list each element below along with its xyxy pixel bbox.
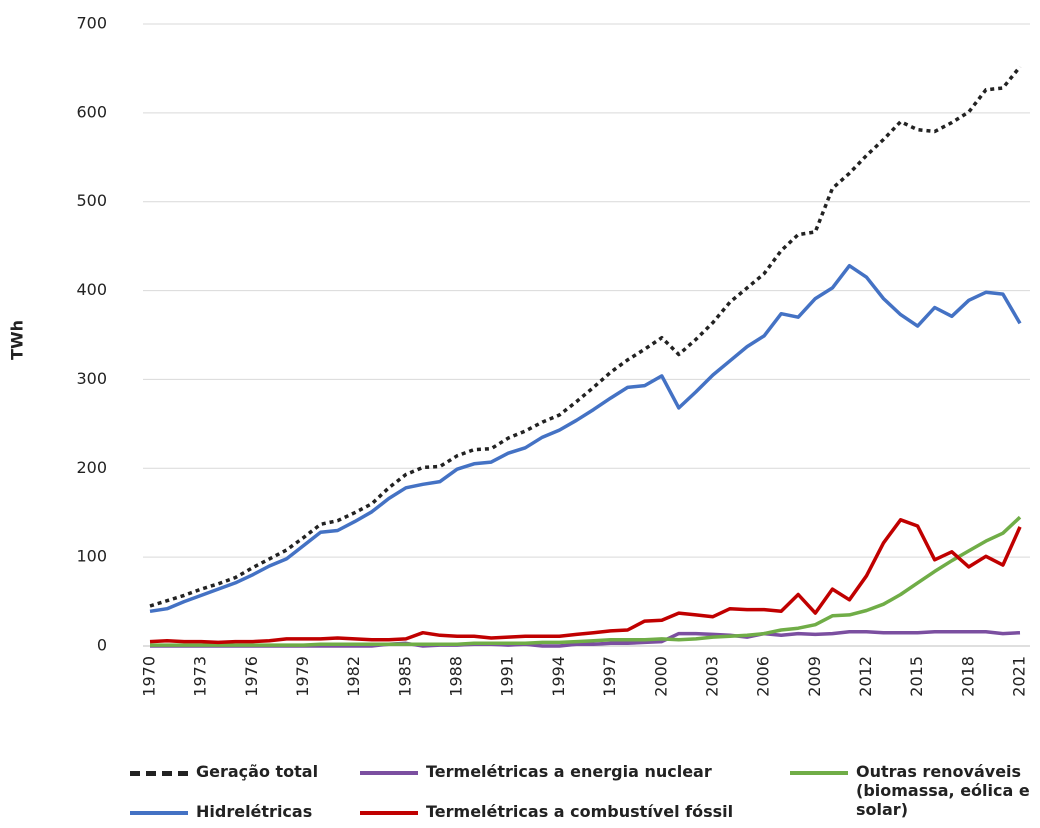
x-tick-label: 1982 [344,656,363,697]
y-tick-label: 100 [76,547,107,566]
legend-swatch [790,771,848,775]
x-tick-label: 2009 [805,656,824,697]
x-tick-label: 2018 [958,656,977,697]
x-tick-label: 1976 [242,656,261,697]
legend-item: Termelétricas a combustível fóssil [360,802,733,821]
y-axis-title: TWh [8,320,27,360]
plot: TWh 0 100 200 300 400 500 600 700 1970 1973 1976 19… [8,14,1030,697]
y-tick-label: 0 [97,636,107,655]
y-tick-label: 500 [76,191,107,210]
x-tick-label: 1973 [191,656,210,697]
legend-swatch [130,811,188,815]
x-tick-label: 2021 [1010,656,1029,697]
x-tick-label: 2003 [702,656,721,697]
y-tick-label: 700 [76,14,107,33]
x-tick-label: 2006 [754,656,773,697]
legend-item: Outras renováveis (biomassa, eólica e so… [790,762,1030,819]
series-line [149,518,1022,645]
x-tick-label: 1970 [140,656,159,697]
x-tick-label: 2000 [651,656,670,697]
legend-label: Geração total [196,762,319,781]
x-tick-label: 1997 [600,656,619,697]
y-tick-label: 300 [76,369,107,388]
legend-label: Termelétricas a combustível fóssil [426,802,734,821]
x-tick-label: 2015 [907,656,926,697]
legend-label: Termelétricas a energia nuclear [426,762,712,781]
y-tick-label: 600 [76,102,107,121]
series-line [149,65,1022,608]
legend-item: Geração total [130,762,318,781]
legend-item: Termelétricas a energia nuclear [360,762,712,781]
x-tick-label: 1979 [293,656,312,697]
x-tick-label: 1991 [498,656,517,697]
legend-label: Outras renováveis (biomassa, eólica e so… [856,762,1030,819]
x-tick-label: 1988 [447,656,466,697]
legend-item: Hidrelétricas [130,802,312,821]
legend-swatch [360,771,418,775]
x-tick-label: 1985 [395,656,414,697]
series-line [149,263,1022,614]
series-line [150,515,1022,647]
legend-label: Hidrelétricas [196,802,313,821]
y-tick-label: 200 [76,458,107,477]
legend-swatch [130,771,188,776]
legend-swatch [360,811,418,815]
x-tick-label: 1994 [549,656,568,697]
y-tick-label: 400 [76,280,107,299]
x-tick-label: 2012 [856,656,875,697]
